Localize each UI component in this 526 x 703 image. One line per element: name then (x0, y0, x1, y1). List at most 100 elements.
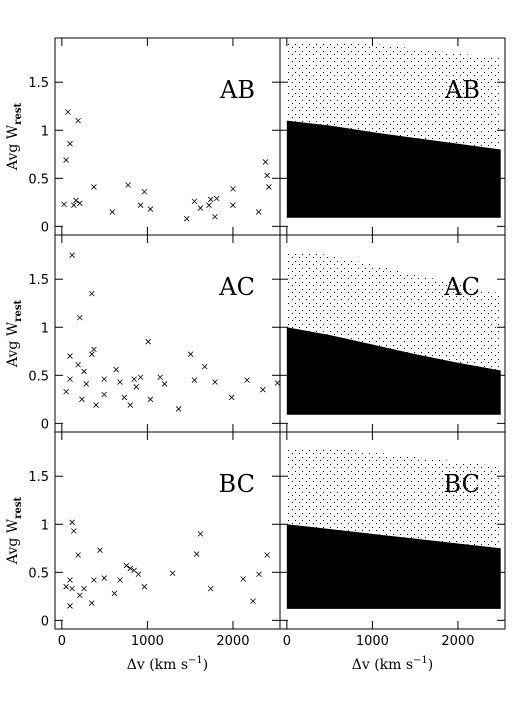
frame (279, 431, 506, 630)
y-tick-label: 0 (41, 220, 49, 235)
point (77, 314, 83, 321)
y-axis-label: Avg Wrest (5, 497, 24, 566)
point (69, 252, 75, 258)
dense-region (286, 120, 501, 217)
point (63, 157, 69, 163)
point (89, 290, 95, 297)
point (67, 577, 73, 583)
x-tick-label: 2000 (216, 634, 249, 649)
frame (54, 37, 281, 236)
point (79, 396, 85, 403)
point (81, 368, 87, 375)
y-tick-label: 1 (41, 124, 49, 139)
point (101, 391, 107, 398)
sparse-region (286, 250, 501, 371)
point (75, 361, 81, 368)
point (109, 209, 116, 215)
dense-region (286, 524, 501, 608)
point (89, 600, 95, 606)
y-axis-label-sub: rest (13, 103, 24, 125)
sparse-region (286, 447, 501, 549)
point (63, 583, 69, 590)
point (137, 374, 144, 381)
point (75, 552, 81, 558)
point (133, 384, 140, 390)
point (244, 377, 250, 383)
point (201, 363, 208, 370)
point (65, 109, 71, 115)
point (91, 346, 97, 353)
point (67, 140, 73, 147)
point (256, 571, 262, 578)
point (123, 562, 130, 569)
plot-area (61, 109, 272, 222)
point (141, 583, 148, 590)
point (73, 197, 79, 204)
point (206, 202, 212, 208)
point (63, 388, 69, 395)
panel-label: BC (444, 470, 480, 498)
x-tick-label: 0 (283, 634, 291, 649)
y-tick-label: 0.5 (28, 566, 49, 581)
panel-label: BC (219, 470, 255, 498)
point (83, 381, 90, 387)
point (71, 528, 77, 534)
point (137, 202, 144, 208)
point (230, 186, 236, 192)
point (213, 195, 220, 202)
y-tick-label: 0 (41, 417, 49, 432)
frame (54, 234, 281, 433)
point (228, 394, 235, 401)
point (183, 215, 190, 222)
plot-area (63, 519, 270, 609)
point (147, 396, 154, 403)
point (250, 598, 256, 604)
point (157, 374, 164, 381)
panel-label: AB (219, 76, 255, 104)
x-axis-label-main: Δv (km s (352, 657, 413, 673)
plot-area (63, 252, 280, 412)
point (77, 200, 83, 207)
point (230, 202, 236, 208)
plot-area (286, 250, 501, 415)
y-axis-label: Avg Wrest (5, 103, 24, 172)
y-tick-label: 1.5 (28, 76, 49, 91)
point (67, 376, 73, 382)
point (125, 182, 131, 188)
point (131, 376, 137, 382)
point (207, 585, 214, 592)
point (141, 188, 148, 195)
plot-area (286, 43, 501, 218)
frame (54, 431, 281, 630)
point (127, 402, 134, 408)
panel-label: AB (444, 76, 480, 104)
x-axis-label-sup: −1 (413, 655, 428, 666)
point (71, 202, 77, 208)
point (75, 117, 81, 124)
x-tick-label: 1000 (356, 634, 389, 649)
x-tick-label: 0 (58, 634, 66, 649)
point (212, 379, 218, 385)
point (93, 402, 99, 408)
point (101, 376, 107, 382)
y-axis-label-main: Avg W (5, 321, 21, 368)
y-tick-label: 1.5 (28, 470, 49, 485)
x-axis-label: Δv (km s−1) (127, 655, 209, 673)
point (161, 381, 168, 387)
y-tick-label: 0.5 (28, 172, 49, 187)
point (193, 551, 200, 557)
point (91, 184, 97, 190)
point (69, 585, 75, 592)
point (81, 585, 87, 592)
point (67, 353, 73, 359)
point (191, 377, 198, 383)
dense-region (286, 327, 501, 414)
sparse-region (286, 43, 501, 150)
y-tick-label: 1.5 (28, 273, 49, 288)
plot-area (286, 447, 501, 609)
point (89, 351, 95, 357)
point (212, 213, 218, 220)
point (240, 576, 246, 582)
point (101, 575, 107, 581)
point (255, 209, 262, 215)
